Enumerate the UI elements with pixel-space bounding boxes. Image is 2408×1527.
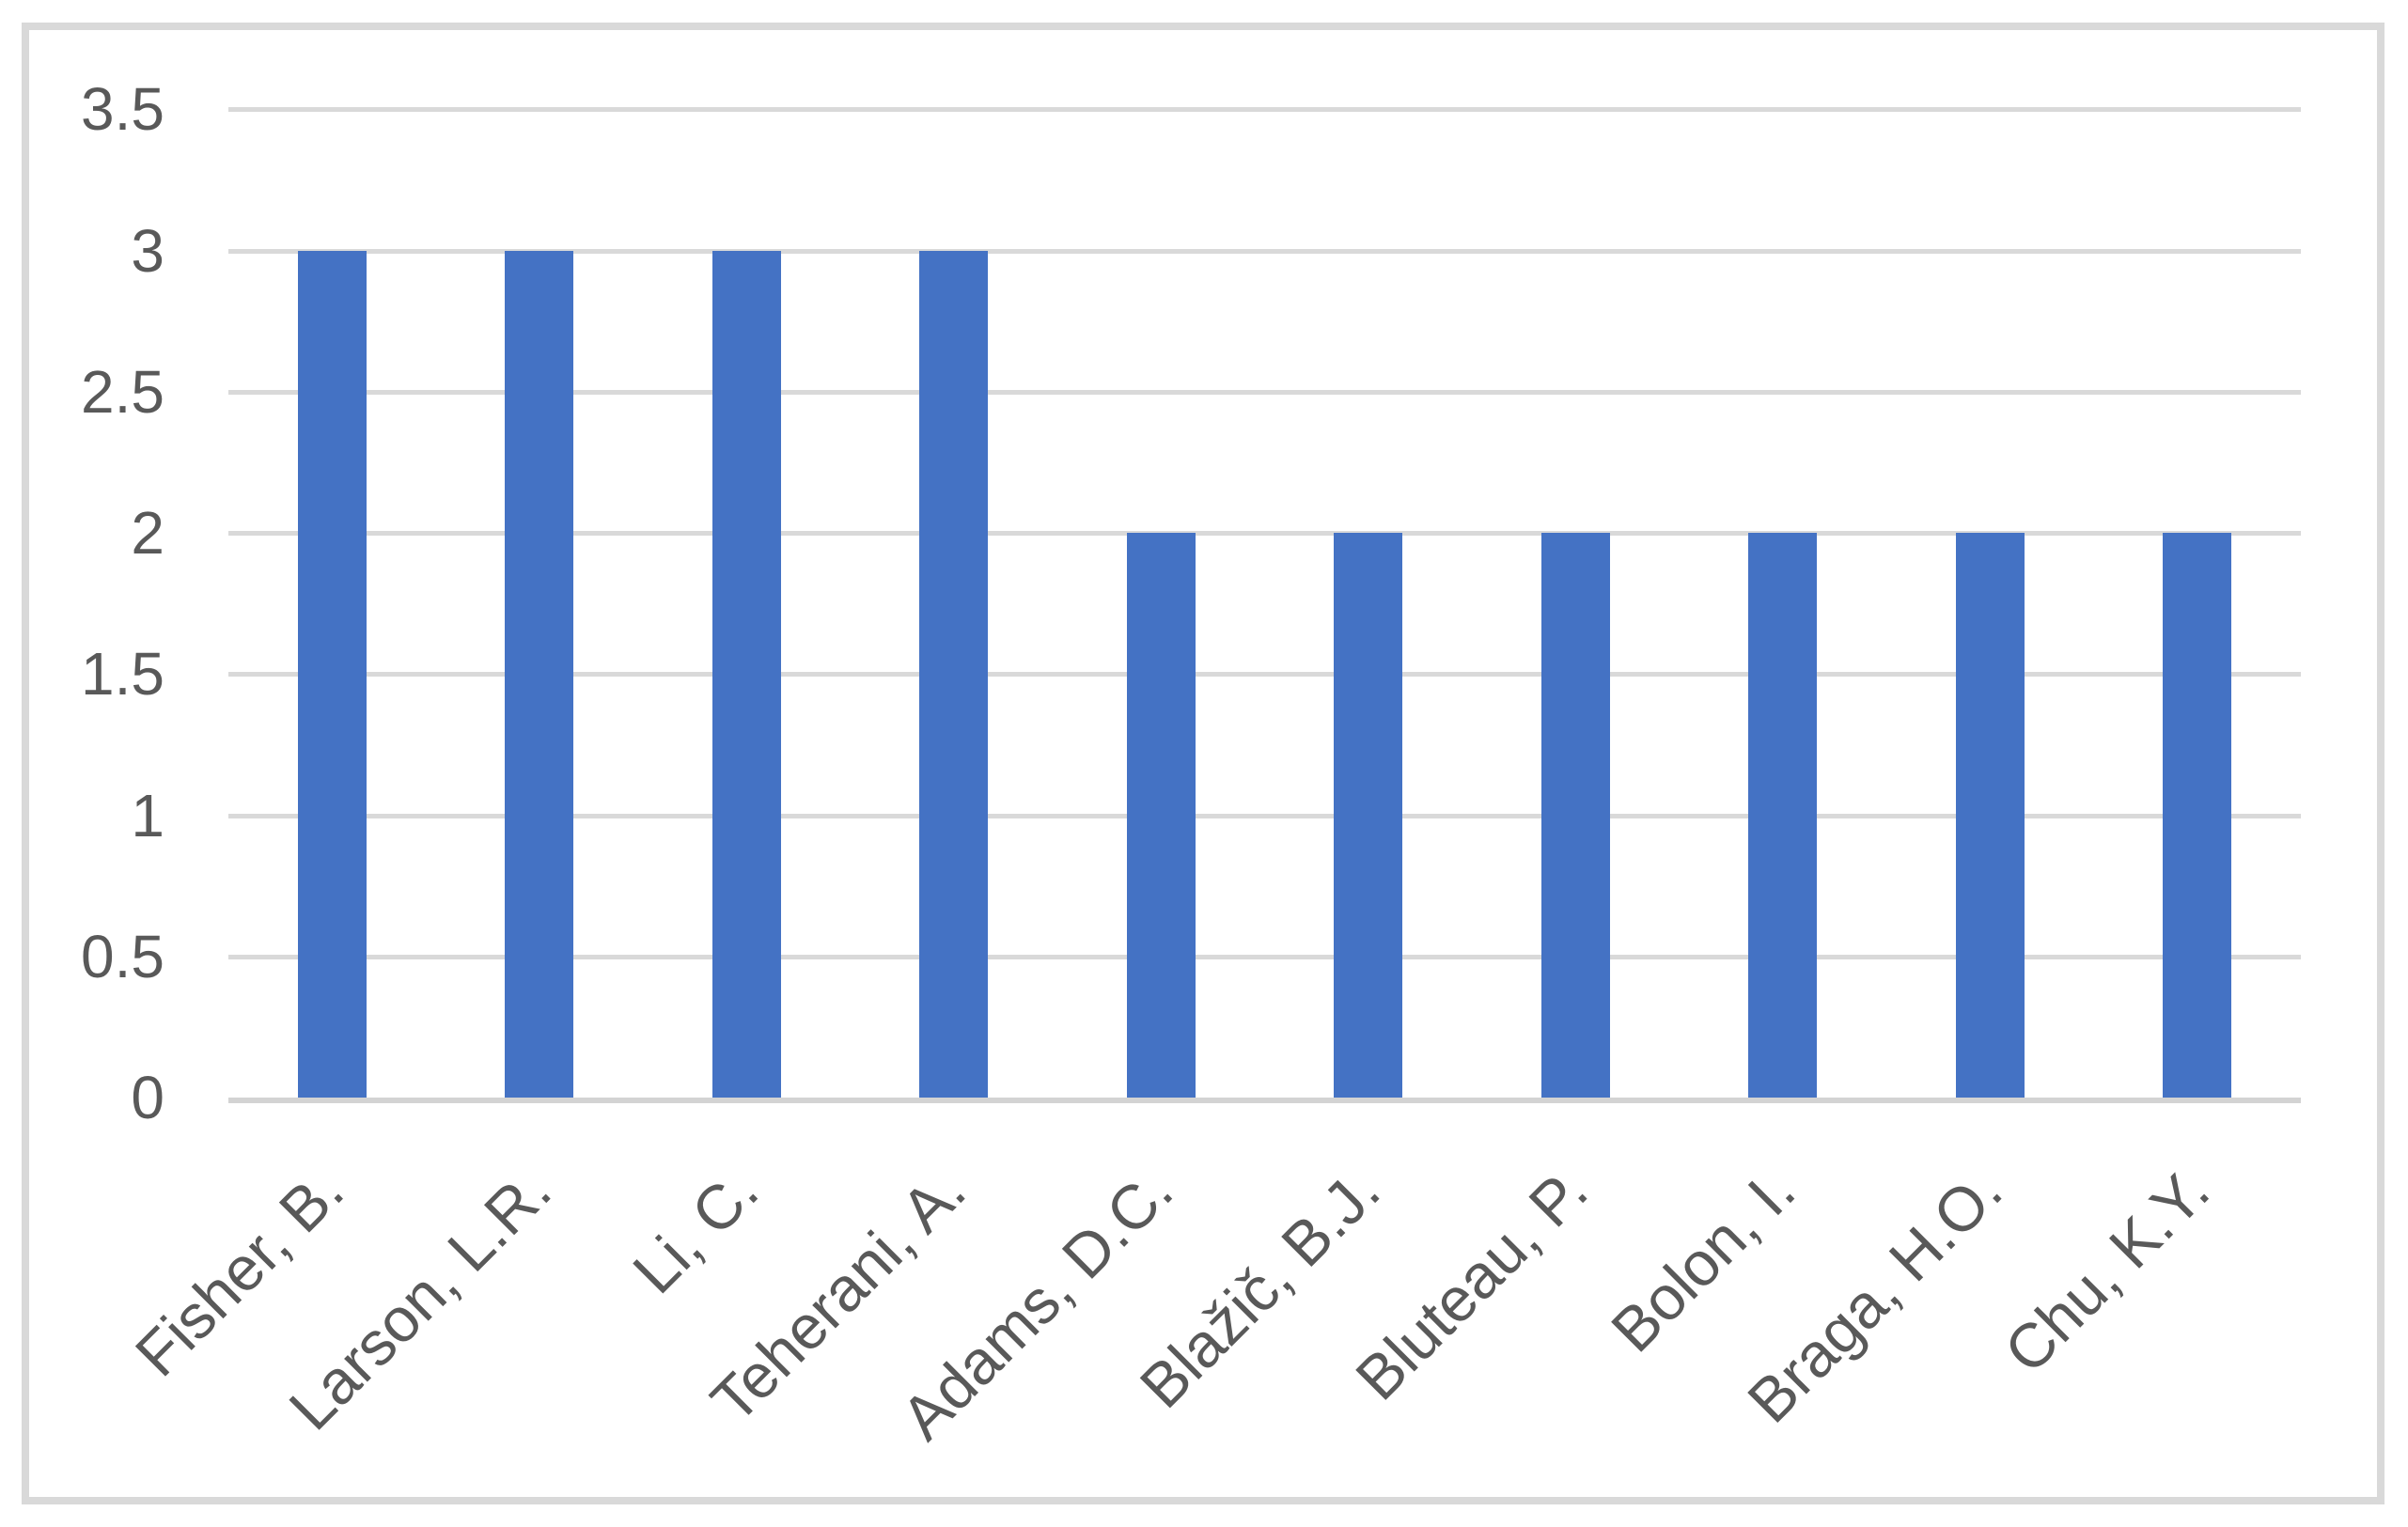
chart-frame [22,23,2385,1504]
y-tick-label: 1 [131,781,164,849]
gridline [228,813,2301,818]
gridline [228,389,2301,395]
gridline [228,672,2301,678]
y-tick-label: 3 [131,216,164,285]
bar-6 [1334,533,1403,1098]
gridline [228,248,2301,254]
bar-1 [297,250,367,1098]
y-tick-label: 2 [131,499,164,567]
gridline [228,531,2301,536]
gridline [228,954,2301,959]
y-tick-label: 1.5 [81,640,164,709]
bar-9 [1955,533,2025,1098]
y-tick-label: 0.5 [81,922,164,990]
bar-4 [919,250,989,1098]
bar-2 [505,250,574,1098]
bar-10 [2163,533,2232,1098]
x-axis-line [228,1098,2301,1103]
bar-8 [1748,533,1818,1098]
bar-7 [1540,533,1610,1098]
y-tick-label: 3.5 [81,75,164,144]
bar-3 [711,250,781,1098]
bar-5 [1126,533,1196,1098]
y-tick-label: 2.5 [81,357,164,426]
gridline [228,107,2301,113]
y-tick-label: 0 [131,1064,164,1131]
